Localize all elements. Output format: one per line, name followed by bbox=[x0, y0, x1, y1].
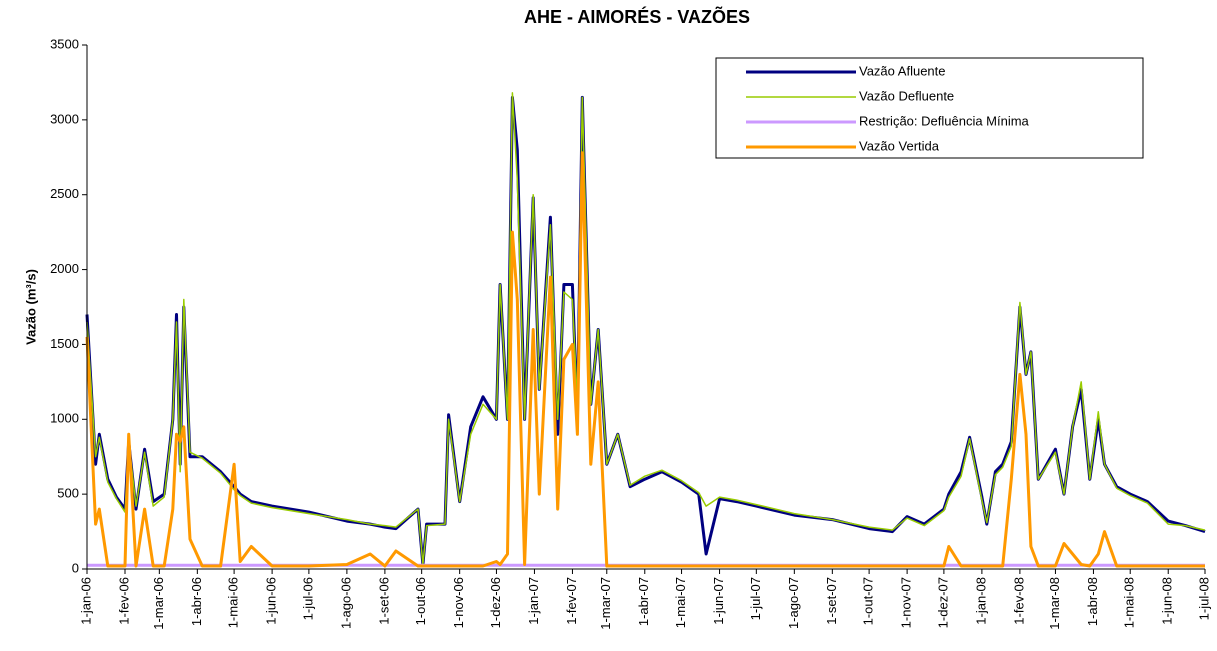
x-tick-label: 1-ago-06 bbox=[338, 577, 353, 629]
legend: Vazão Afluente Vazão Defluente Restrição: … bbox=[715, 57, 1144, 159]
x-tick-label: 1-ago-07 bbox=[786, 577, 801, 629]
x-tick-label: 1-abr-08 bbox=[1085, 577, 1100, 626]
x-tick-label: 1-dez-07 bbox=[935, 577, 950, 628]
x-tick-label: 1-nov-07 bbox=[899, 577, 914, 628]
y-tick-label: 2500 bbox=[50, 186, 79, 201]
y-tick-label: 3000 bbox=[50, 111, 79, 126]
x-tick-label: 1-out-06 bbox=[413, 577, 428, 625]
x-tick-label: 1-fev-07 bbox=[564, 577, 579, 625]
legend-label: Vazão Vertida bbox=[859, 138, 940, 153]
x-tick-label: 1-out-07 bbox=[861, 577, 876, 625]
x-tick-label: 1-jan-07 bbox=[526, 577, 541, 625]
y-axis-label: Vazão (m³/s) bbox=[23, 269, 38, 345]
legend-label: Vazão Defluente bbox=[859, 88, 954, 103]
x-tick-label: 1-mar-08 bbox=[1047, 577, 1062, 630]
x-tick-label: 1-fev-08 bbox=[1011, 577, 1026, 625]
legend-label: Restrição: Defluência Mínima bbox=[859, 113, 1030, 128]
x-tick-label: 1-jun-06 bbox=[264, 577, 279, 625]
y-tick-label: 1000 bbox=[50, 411, 79, 426]
x-tick-label: 1-jan-06 bbox=[78, 577, 93, 625]
x-tick-label: 1-jul-07 bbox=[748, 577, 763, 620]
series-line bbox=[85, 95, 1206, 566]
y-tick-label: 500 bbox=[57, 486, 79, 501]
x-tick-label: 1-abr-06 bbox=[189, 577, 204, 626]
x-tick-label: 1-jun-07 bbox=[711, 577, 726, 625]
x-tick-label: 1-mai-08 bbox=[1122, 577, 1137, 628]
x-tick-label: 1-mai-07 bbox=[673, 577, 688, 628]
x-tick-label: 1-set-06 bbox=[376, 577, 391, 625]
y-tick-label: 3500 bbox=[50, 36, 79, 51]
x-tick-label: 1-fev-06 bbox=[116, 577, 131, 625]
x-tick-label: 1-mai-06 bbox=[226, 577, 241, 628]
y-tick-label: 1500 bbox=[50, 336, 79, 351]
x-tick-label: 1-jul-08 bbox=[1196, 577, 1211, 620]
y-tick-label: 2000 bbox=[50, 261, 79, 276]
x-tick-label: 1-jan-08 bbox=[973, 577, 988, 625]
x-tick-label: 1-nov-06 bbox=[451, 577, 466, 628]
x-tick-label: 1-set-07 bbox=[824, 577, 839, 625]
x-tick-label: 1-dez-06 bbox=[488, 577, 503, 628]
series-line bbox=[85, 151, 1205, 568]
x-tick-label: 1-jun-08 bbox=[1160, 577, 1175, 625]
legend-box bbox=[715, 57, 1144, 159]
chart-title: AHE - AIMORÉS - VAZÕES bbox=[524, 6, 750, 27]
x-tick-label: 1-mar-07 bbox=[598, 577, 613, 630]
x-tick-label: 1-mar-06 bbox=[151, 577, 166, 630]
x-tick-label: 1-jul-06 bbox=[300, 577, 315, 620]
x-tick-label: 1-abr-07 bbox=[636, 577, 651, 626]
legend-label: Vazão Afluente bbox=[859, 63, 946, 78]
series-line bbox=[86, 92, 1206, 566]
y-tick-label: 0 bbox=[72, 560, 79, 575]
